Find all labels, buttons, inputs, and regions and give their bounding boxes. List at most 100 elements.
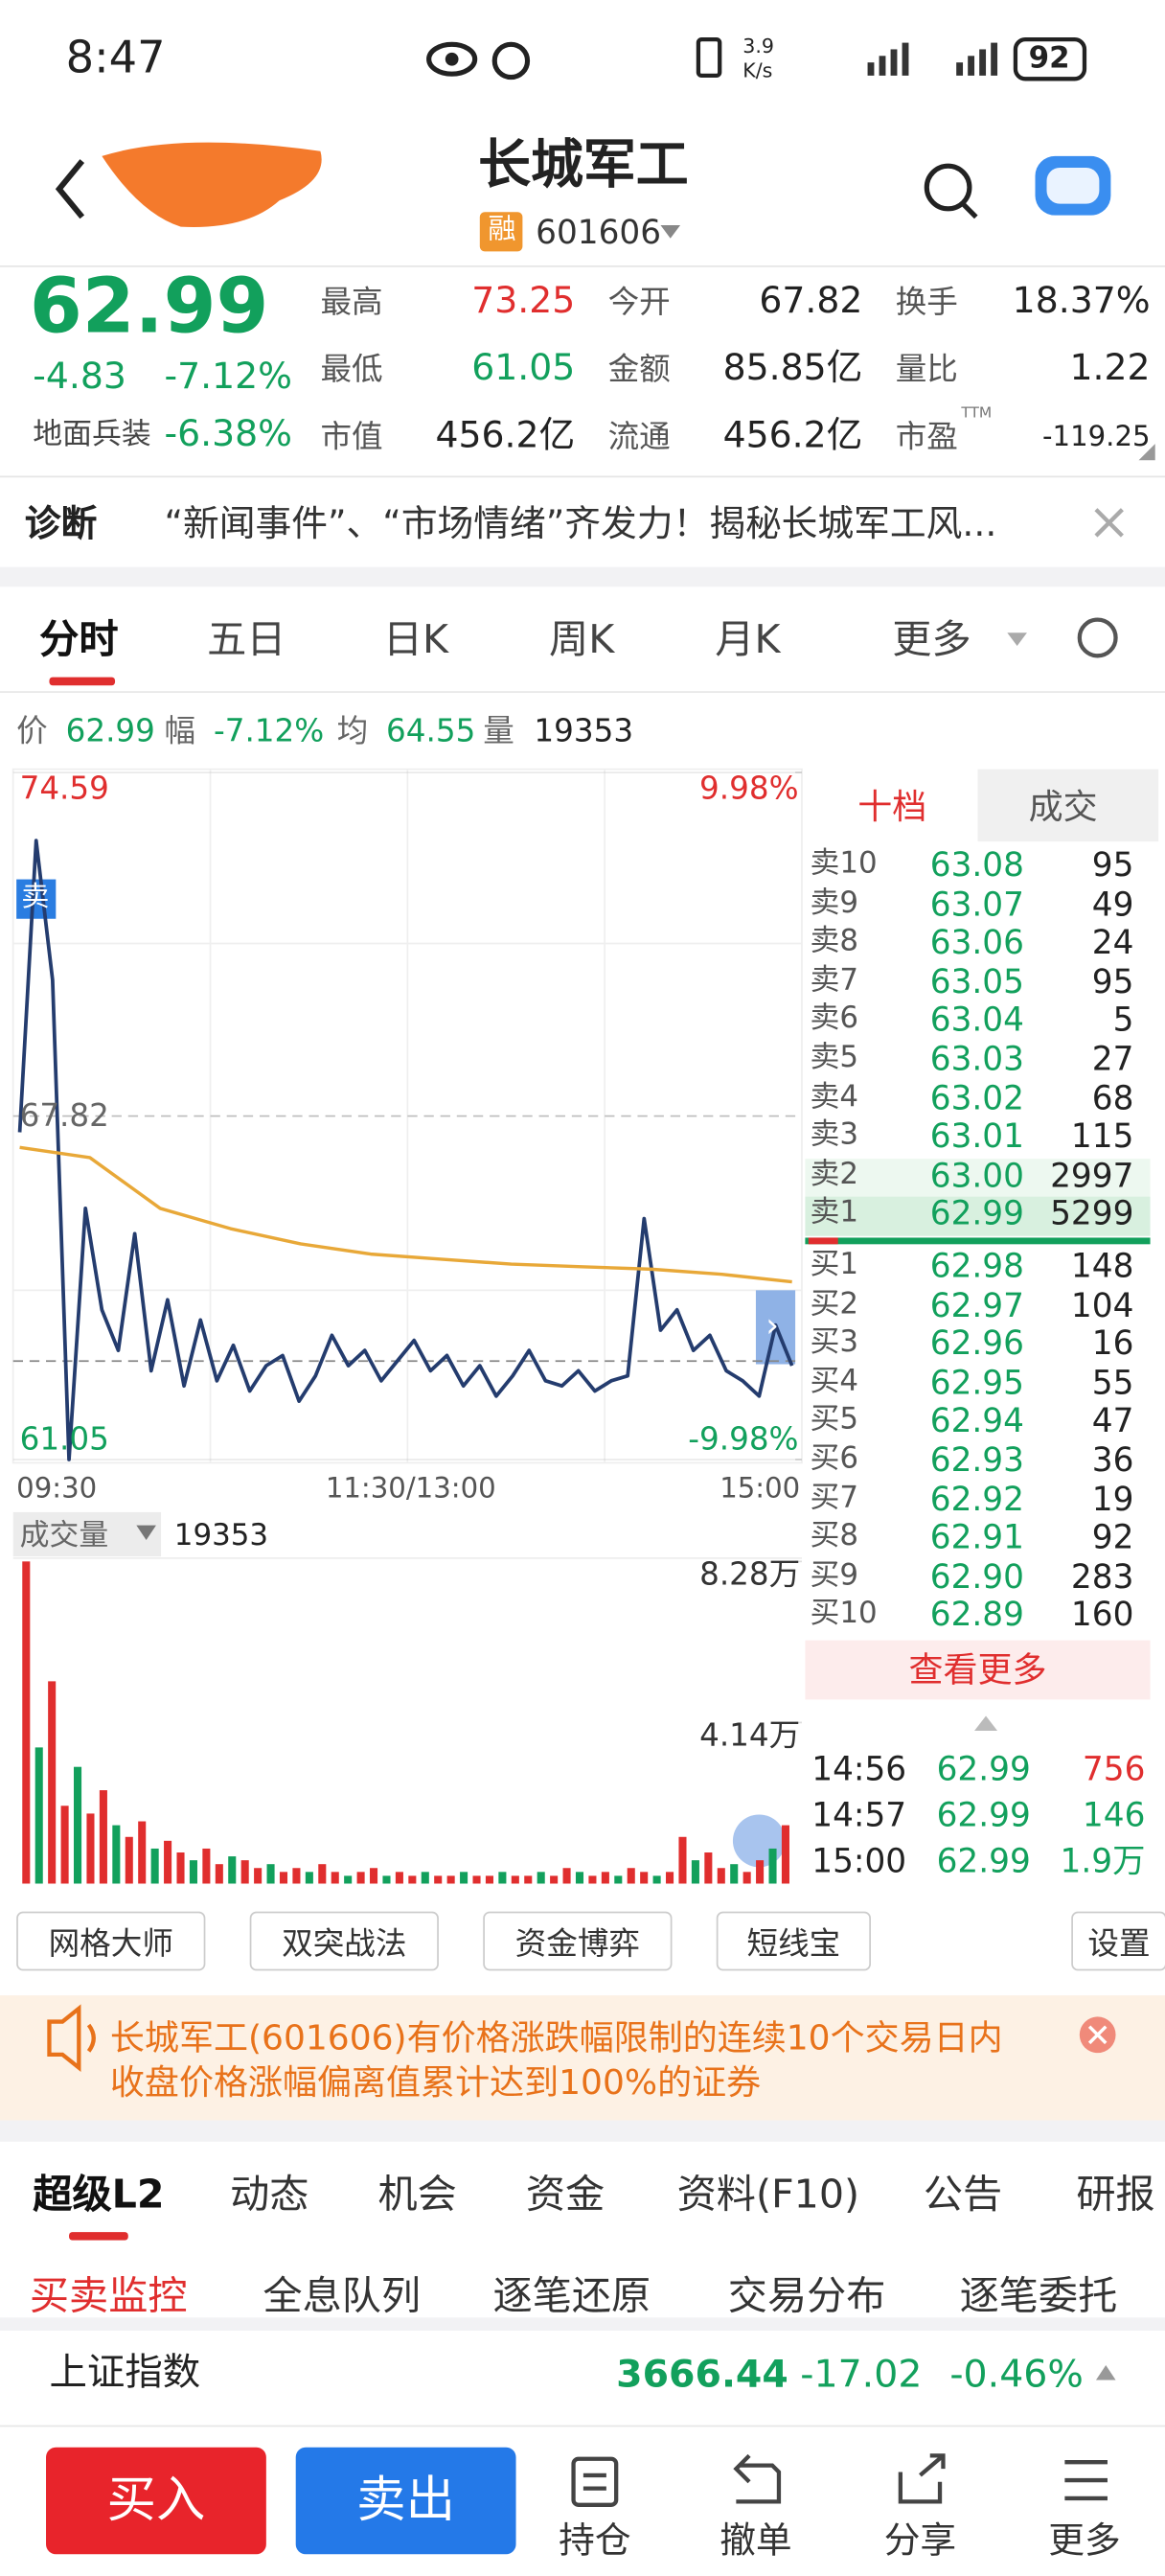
book-price: 62.89 [929, 1595, 1024, 1635]
status-time: 8:47 [65, 33, 166, 84]
sub-tab[interactable]: 逐笔委托 [959, 2272, 1118, 2319]
volume-bar [601, 1872, 609, 1884]
chart-tab[interactable]: 分时 [39, 616, 119, 663]
index-arrow[interactable] [1095, 2365, 1116, 2380]
buy-label[interactable]: 买入 [106, 2472, 206, 2530]
book-price: 62.98 [929, 1246, 1024, 1286]
chart-tab[interactable]: 周K [549, 616, 615, 663]
search-icon[interactable] [924, 163, 972, 212]
book-volume: 2997 [1050, 1155, 1134, 1195]
chart-tab[interactable]: 更多 [892, 616, 971, 663]
last-price: 62.99 [29, 261, 269, 351]
sub-tab[interactable]: 买卖监控 [29, 2272, 188, 2319]
info-value: 64.55 [386, 713, 476, 750]
y-tick-label: 61.05 [19, 1420, 109, 1458]
tool-button[interactable]: 设置 [1071, 1911, 1165, 1971]
volume-bar [652, 1875, 661, 1884]
expand-icon[interactable] [732, 1814, 786, 1868]
chart-tab[interactable]: 月K [715, 616, 781, 663]
section-tab[interactable]: 超级L2 [33, 2171, 165, 2218]
volume-bar [138, 1821, 147, 1884]
section-tab[interactable]: 资料(F10) [676, 2171, 860, 2218]
tool-button[interactable]: 短线宝 [716, 1911, 871, 1971]
code-dropdown[interactable] [660, 224, 681, 239]
tool-button[interactable]: 网格大师 [16, 1911, 206, 1971]
stat-label: 市盈 [895, 418, 958, 455]
sell-button[interactable] [295, 2447, 516, 2555]
stat-value: 85.85亿 [722, 348, 863, 390]
view-more[interactable]: 查看更多 [908, 1649, 1047, 1690]
sub-tab[interactable]: 全息队列 [263, 2272, 422, 2319]
volume-bar [292, 1868, 301, 1884]
book-label: 买9 [810, 1557, 859, 1593]
volume-bar [537, 1872, 545, 1884]
section-tab[interactable]: 机会 [377, 2171, 457, 2218]
book-price: 62.94 [929, 1400, 1024, 1441]
action-label[interactable]: 撤单 [720, 2520, 792, 2563]
stat-label: 换手 [895, 283, 958, 320]
buy-button[interactable] [46, 2447, 266, 2555]
section-tab[interactable]: 资金 [525, 2171, 605, 2218]
volume-bar [382, 1875, 391, 1884]
volume-dropdown-bg[interactable] [12, 1511, 162, 1557]
book-label: 卖9 [810, 885, 859, 920]
search-icon [961, 201, 978, 219]
tool-button[interactable]: 双突战法 [249, 1911, 439, 1971]
action-label[interactable]: 分享 [883, 2520, 957, 2563]
book-price: 63.05 [929, 960, 1024, 1001]
battery-level: 92 [1028, 40, 1070, 76]
more-bg[interactable] [805, 1640, 1151, 1700]
volume-bar [640, 1872, 649, 1884]
y-tick-label: 8.28万 [699, 1555, 801, 1593]
collapse-arrow[interactable] [974, 1715, 998, 1731]
book-volume: 55 [1091, 1362, 1134, 1402]
sector-name: 地面兵装 [33, 417, 151, 452]
side-tab-arrow: › [765, 1304, 779, 1345]
book-volume: 104 [1070, 1284, 1134, 1324]
book-label: 买3 [810, 1324, 859, 1360]
tab-underline [49, 677, 116, 686]
book-price: 62.96 [929, 1322, 1024, 1364]
more-dropdown[interactable] [1007, 632, 1027, 647]
action-label[interactable]: 更多 [1048, 2520, 1121, 2563]
book-label: 卖6 [810, 1001, 859, 1037]
settings-icon[interactable] [1077, 617, 1118, 658]
sub-tab[interactable]: 交易分布 [727, 2272, 886, 2319]
book-volume: 160 [1070, 1595, 1134, 1635]
volume-bar [240, 1860, 249, 1884]
stat-label: 最高 [320, 283, 383, 320]
tab-bg [977, 769, 1159, 842]
book-label: 买1 [810, 1247, 859, 1282]
stat-label: 金额 [607, 351, 671, 387]
section-tab[interactable]: 动态 [230, 2171, 309, 2218]
section-tab[interactable]: 研报 [1076, 2171, 1155, 2218]
diagnosis-text[interactable]: “新闻事件”、“市场情绪”齐发力！揭秘长城军工风... [164, 504, 997, 546]
book-volume: 36 [1091, 1439, 1134, 1480]
chart-tab[interactable]: 日K [382, 616, 449, 663]
volume-bar [86, 1813, 95, 1884]
book-price: 63.00 [929, 1155, 1024, 1195]
stat-label: 最低 [320, 351, 383, 387]
volume-bar [189, 1860, 197, 1884]
band [0, 2317, 1165, 2331]
action-label[interactable]: 持仓 [559, 2520, 631, 2563]
book-volume: 283 [1070, 1555, 1134, 1597]
chart-tab[interactable]: 五日 [207, 616, 286, 663]
book-label: 卖4 [810, 1079, 859, 1115]
book-tab[interactable]: 十档 [857, 786, 927, 826]
tool-button[interactable]: 资金博弈 [483, 1911, 673, 1971]
price-change-pct: -7.12% [164, 356, 292, 399]
y2-tick-label: -9.98% [688, 1420, 799, 1458]
book-tab[interactable]: 成交 [1028, 786, 1098, 826]
back-button[interactable] [55, 159, 85, 219]
trade-time: 14:57 [811, 1794, 907, 1835]
speaker-icon [47, 2004, 96, 2073]
volume-bar [446, 1875, 455, 1884]
stat-value: -119.25 [1042, 420, 1151, 453]
volume-dropdown[interactable] [136, 1525, 156, 1541]
sub-tab[interactable]: 逐笔还原 [492, 2272, 651, 2319]
section-tab[interactable]: 公告 [923, 2171, 1003, 2218]
info-label: 均 [336, 713, 369, 750]
close-diagnosis[interactable] [1094, 508, 1124, 538]
sell-label[interactable]: 卖出 [356, 2472, 456, 2530]
